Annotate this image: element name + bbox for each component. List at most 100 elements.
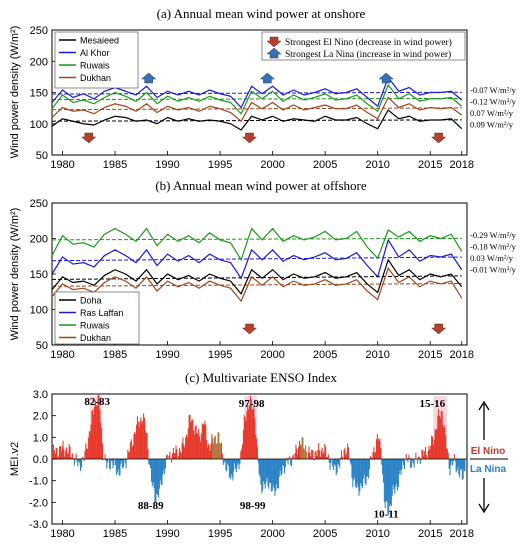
- mei-bar: [88, 431, 90, 459]
- mei-bar: [198, 428, 200, 459]
- mei-bar: [382, 459, 385, 483]
- mei-bar: [94, 406, 96, 459]
- mei-bar: [377, 438, 379, 459]
- mei-bar: [402, 459, 404, 462]
- mei-bar: [129, 442, 131, 459]
- mei-bar: [116, 459, 118, 473]
- pb-trend-label: 0.03 W/m²/y: [470, 253, 514, 263]
- mei-bar: [214, 435, 216, 459]
- mei-bar: [314, 451, 316, 459]
- mei-bar: [336, 459, 338, 473]
- mei-bar: [370, 456, 372, 459]
- mei-bar: [272, 459, 274, 486]
- mei-bar: [102, 459, 104, 461]
- mei-bar: [319, 450, 321, 459]
- mei-bar: [445, 435, 447, 459]
- mei-bar: [291, 459, 293, 467]
- pc-ytick-label: -2.0: [29, 497, 48, 509]
- mei-bar: [429, 449, 431, 459]
- mei-bar: [443, 427, 445, 459]
- mei-bar: [407, 459, 409, 463]
- mei-bar: [157, 459, 160, 498]
- mei-bar: [130, 439, 132, 459]
- pa-trend-label: 0.07 W/m²/y: [470, 108, 514, 118]
- panel-a-event-legend: Strongest El Nino (decrease in wind powe…: [261, 31, 466, 61]
- mei-bar: [447, 453, 449, 459]
- mei-bar: [120, 459, 122, 465]
- pb-xtick-label: 2005: [313, 349, 337, 361]
- mei-bar: [67, 452, 69, 459]
- mei-bar: [108, 459, 110, 468]
- mei-bar: [433, 439, 435, 459]
- mei-bar: [265, 459, 267, 482]
- mei-bar: [343, 449, 345, 459]
- mei-bar: [393, 459, 395, 490]
- mei-bar: [258, 459, 260, 475]
- mei-bar: [132, 444, 134, 459]
- mei-bar: [76, 459, 78, 462]
- mei-bar: [256, 446, 258, 459]
- mei-bar: [115, 459, 117, 475]
- mei-bar: [84, 451, 86, 459]
- mei-bar: [202, 424, 204, 459]
- mei-bar: [403, 459, 405, 466]
- mei-bar: [182, 437, 184, 459]
- mei-bar: [411, 459, 413, 461]
- mei-bar: [353, 459, 355, 481]
- mei-bar: [75, 453, 77, 459]
- mei-bar: [422, 450, 424, 459]
- mei-bar: [437, 415, 439, 459]
- mei-bar: [278, 459, 280, 477]
- pa-legend-label: Ruwais: [80, 61, 110, 71]
- mei-bar: [307, 453, 309, 459]
- mei-bar: [178, 455, 180, 459]
- mei-bar: [107, 459, 109, 463]
- mei-bar: [146, 432, 148, 459]
- pa-trend-label: -0.12 W/m²/y: [470, 97, 517, 107]
- mei-bar: [168, 455, 170, 459]
- mei-bar: [344, 447, 346, 459]
- mei-bar: [397, 459, 399, 488]
- mei-bar: [92, 409, 94, 459]
- pc-xtick-label: 1980: [50, 528, 74, 540]
- pa-xtick-label: 2015: [418, 159, 442, 171]
- mei-bar: [305, 451, 307, 459]
- mei-bar: [148, 459, 150, 464]
- mei-bar: [270, 459, 272, 483]
- mei-bar: [185, 434, 188, 459]
- mei-bar: [144, 430, 146, 459]
- pa-ytick-label: 150: [30, 88, 48, 100]
- mei-bar: [165, 455, 167, 459]
- mei-bar: [204, 420, 206, 459]
- mei-bar: [388, 459, 390, 516]
- mei-bar: [311, 449, 313, 459]
- mei-bar: [284, 459, 286, 468]
- mei-bar: [129, 451, 131, 459]
- pb-ytick-label: 200: [30, 234, 48, 246]
- mei-bar: [181, 442, 183, 459]
- la-nina-arrow-icon: [378, 72, 394, 84]
- mei-bar: [417, 459, 419, 464]
- pb-series-line-dukhan: [51, 267, 463, 303]
- mei-bar: [361, 459, 364, 488]
- mei-bar: [154, 459, 156, 503]
- mei-bar: [192, 419, 194, 459]
- mei-bar: [410, 459, 413, 468]
- mei-bar: [324, 443, 326, 459]
- mei-bar: [77, 459, 79, 467]
- mei-bar: [436, 428, 438, 459]
- mei-bar: [188, 415, 190, 459]
- mei-bar: [328, 459, 330, 463]
- mei-bar: [110, 459, 112, 461]
- mei-bar: [227, 459, 229, 464]
- mei-bar: [274, 459, 276, 496]
- mei-bar: [455, 459, 457, 473]
- pa-ytick-label: 250: [30, 25, 48, 37]
- mei-bar: [312, 459, 314, 460]
- mei-bar: [335, 459, 337, 476]
- mei-bar: [53, 449, 55, 459]
- mei-bar: [369, 456, 371, 459]
- pa-xtick-label: 2005: [313, 159, 337, 171]
- mei-bar: [298, 440, 300, 459]
- mei-bar: [375, 451, 377, 459]
